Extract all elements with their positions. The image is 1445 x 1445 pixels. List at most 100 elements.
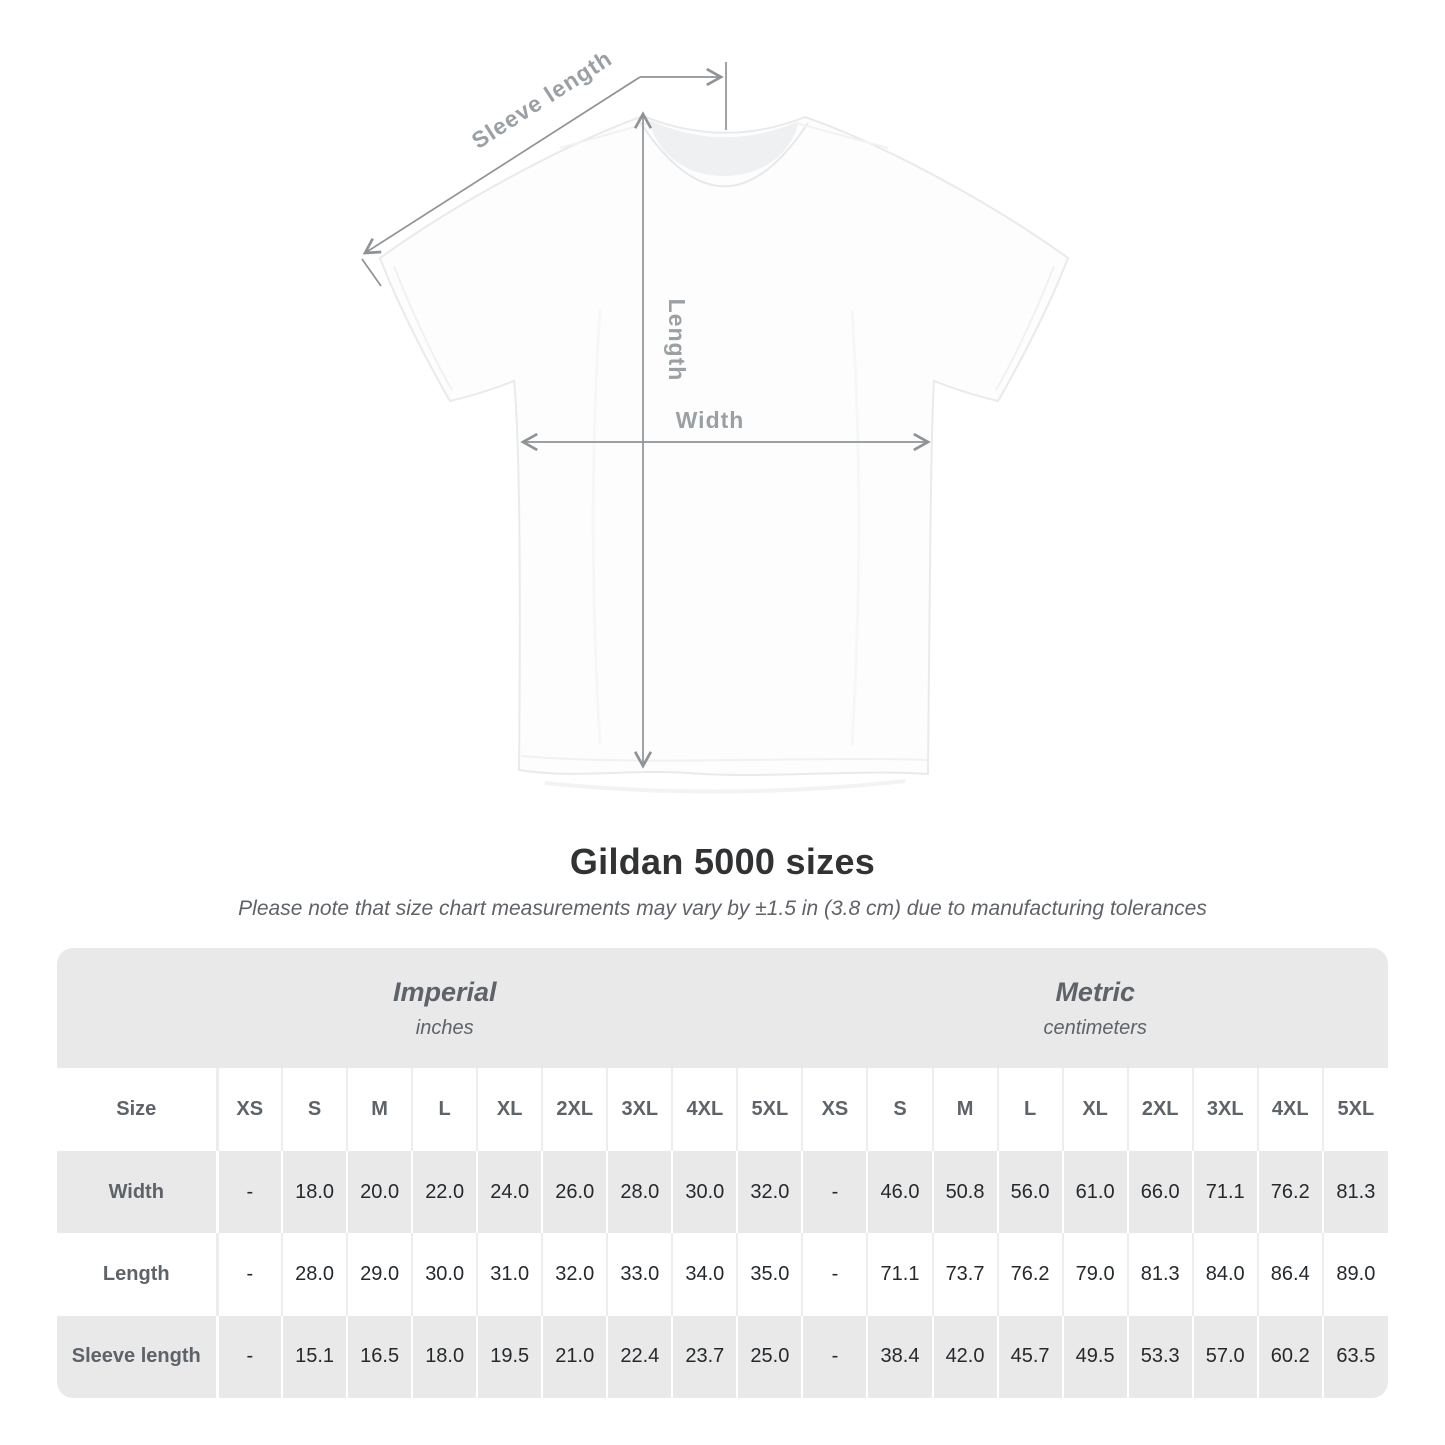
value-cell: - xyxy=(215,1315,283,1398)
width-label: Width xyxy=(676,407,745,433)
value-cell: 76.2 xyxy=(1256,1151,1323,1234)
tshirt-left-sleeve-hem xyxy=(393,265,453,391)
value-cell: 73.7 xyxy=(931,1233,998,1316)
value-cell: 26.0 xyxy=(541,1151,608,1234)
value-cell: 35.0 xyxy=(736,1233,803,1316)
value-cell: 23.7 xyxy=(671,1315,738,1398)
value-cell: 22.0 xyxy=(411,1151,478,1234)
imperial-label: Imperial xyxy=(392,976,497,1007)
tshirt-right-shoulder-seam xyxy=(795,122,889,149)
metric-sublabel: centimeters xyxy=(1043,1016,1147,1039)
sleeve-length-extension-line xyxy=(361,258,382,287)
unit-header-row: Imperial inches Metric centimeters xyxy=(57,948,1388,1068)
value-cell: 79.0 xyxy=(1061,1233,1128,1316)
value-cell: 76.2 xyxy=(996,1233,1063,1316)
row-label: Sleeve length xyxy=(57,1315,217,1398)
value-cell: 56.0 xyxy=(996,1151,1063,1234)
size-column-header: 2XL xyxy=(1126,1068,1193,1151)
size-column-header: 4XL xyxy=(671,1068,738,1151)
tshirt-fabric-crease-right xyxy=(850,309,861,746)
size-column-header: 4XL xyxy=(1256,1068,1323,1151)
value-cell: 71.1 xyxy=(1191,1151,1258,1234)
table-corner xyxy=(57,948,217,1068)
row-label: Length xyxy=(57,1233,217,1316)
value-cell: 30.0 xyxy=(411,1233,478,1316)
value-cell: 32.0 xyxy=(736,1151,803,1234)
size-column-header: S xyxy=(866,1068,933,1151)
unit-header-metric: Metric centimeters xyxy=(802,948,1388,1068)
table-row-length: Length - 28.0 29.0 30.0 31.0 32.0 33.0 3… xyxy=(57,1233,1388,1316)
value-cell: 18.0 xyxy=(281,1151,348,1234)
value-cell: 86.4 xyxy=(1256,1233,1323,1316)
value-cell: 81.3 xyxy=(1126,1233,1193,1316)
value-cell: 49.5 xyxy=(1061,1315,1128,1398)
value-cell: - xyxy=(215,1233,283,1316)
value-cell: 66.0 xyxy=(1126,1151,1193,1234)
chart-subtitle: Please note that size chart measurements… xyxy=(238,897,1207,920)
value-cell: 29.0 xyxy=(346,1233,413,1316)
value-cell: 19.5 xyxy=(476,1315,543,1398)
tshirt-collar-seam xyxy=(639,121,809,188)
imperial-sublabel: inches xyxy=(415,1016,474,1039)
size-table-grid: Imperial inches Metric centimeters Size … xyxy=(57,948,1388,1398)
row-label: Width xyxy=(57,1151,217,1234)
size-column-header: M xyxy=(346,1068,413,1151)
value-cell: 24.0 xyxy=(476,1151,543,1234)
dimension-annotations xyxy=(361,62,931,769)
value-cell: 20.0 xyxy=(346,1151,413,1234)
size-column-header: XS xyxy=(215,1068,283,1151)
value-cell: - xyxy=(801,1315,868,1398)
value-cell: 84.0 xyxy=(1191,1233,1258,1316)
value-cell: 15.1 xyxy=(281,1315,348,1398)
size-header-row: Size XS S M L XL 2XL 3XL 4XL 5XL XS S M … xyxy=(57,1068,1388,1151)
value-cell: 16.5 xyxy=(346,1315,413,1398)
tshirt-fabric-crease-left xyxy=(591,309,602,746)
tshirt-bottom-hem-seam xyxy=(520,755,928,762)
value-cell: 28.0 xyxy=(606,1151,673,1234)
size-table: Imperial inches Metric centimeters Size … xyxy=(57,948,1388,1398)
value-cell: - xyxy=(801,1233,868,1316)
size-column-header: M xyxy=(931,1068,998,1151)
tshirt-right-sleeve-hem xyxy=(995,265,1055,391)
value-cell: 45.7 xyxy=(996,1315,1063,1398)
value-cell: 22.4 xyxy=(606,1315,673,1398)
value-cell: 32.0 xyxy=(541,1233,608,1316)
value-cell: 53.3 xyxy=(1126,1315,1193,1398)
value-cell: 31.0 xyxy=(476,1233,543,1316)
value-cell: 71.1 xyxy=(866,1233,933,1316)
value-cell: 46.0 xyxy=(866,1151,933,1234)
value-cell: 18.0 xyxy=(411,1315,478,1398)
size-column-header: 2XL xyxy=(541,1068,608,1151)
value-cell: - xyxy=(801,1151,868,1234)
value-cell: 63.5 xyxy=(1321,1315,1388,1398)
value-cell: 33.0 xyxy=(606,1233,673,1316)
value-cell: 61.0 xyxy=(1061,1151,1128,1234)
value-cell: - xyxy=(215,1151,283,1234)
value-cell: 30.0 xyxy=(671,1151,738,1234)
size-column-header: 5XL xyxy=(736,1068,803,1151)
value-cell: 50.8 xyxy=(931,1151,998,1234)
value-cell: 81.3 xyxy=(1321,1151,1388,1234)
value-cell: 38.4 xyxy=(866,1315,933,1398)
size-column-header: XL xyxy=(1061,1068,1128,1151)
sleeve-length-diagonal-line xyxy=(362,76,641,255)
size-column-header: 3XL xyxy=(1191,1068,1258,1151)
value-cell: 42.0 xyxy=(931,1315,998,1398)
tshirt-body xyxy=(378,114,1070,776)
size-column-header: 5XL xyxy=(1321,1068,1388,1151)
tshirt-hem-shadow xyxy=(544,779,906,794)
value-cell: 25.0 xyxy=(736,1315,803,1398)
size-column-header: XS xyxy=(801,1068,868,1151)
size-column-header: S xyxy=(281,1068,348,1151)
tshirt-illustration xyxy=(378,114,1070,794)
value-cell: 34.0 xyxy=(671,1233,738,1316)
table-row-width: Width - 18.0 20.0 22.0 24.0 26.0 28.0 30… xyxy=(57,1151,1388,1234)
size-column-header: 3XL xyxy=(606,1068,673,1151)
tshirt-measurement-diagram: Sleeve length Length Width xyxy=(361,45,1070,794)
unit-header-imperial: Imperial inches xyxy=(217,948,803,1068)
value-cell: 21.0 xyxy=(541,1315,608,1398)
chart-title: Gildan 5000 sizes xyxy=(569,841,876,882)
size-header: Size xyxy=(57,1068,217,1151)
value-cell: 28.0 xyxy=(281,1233,348,1316)
